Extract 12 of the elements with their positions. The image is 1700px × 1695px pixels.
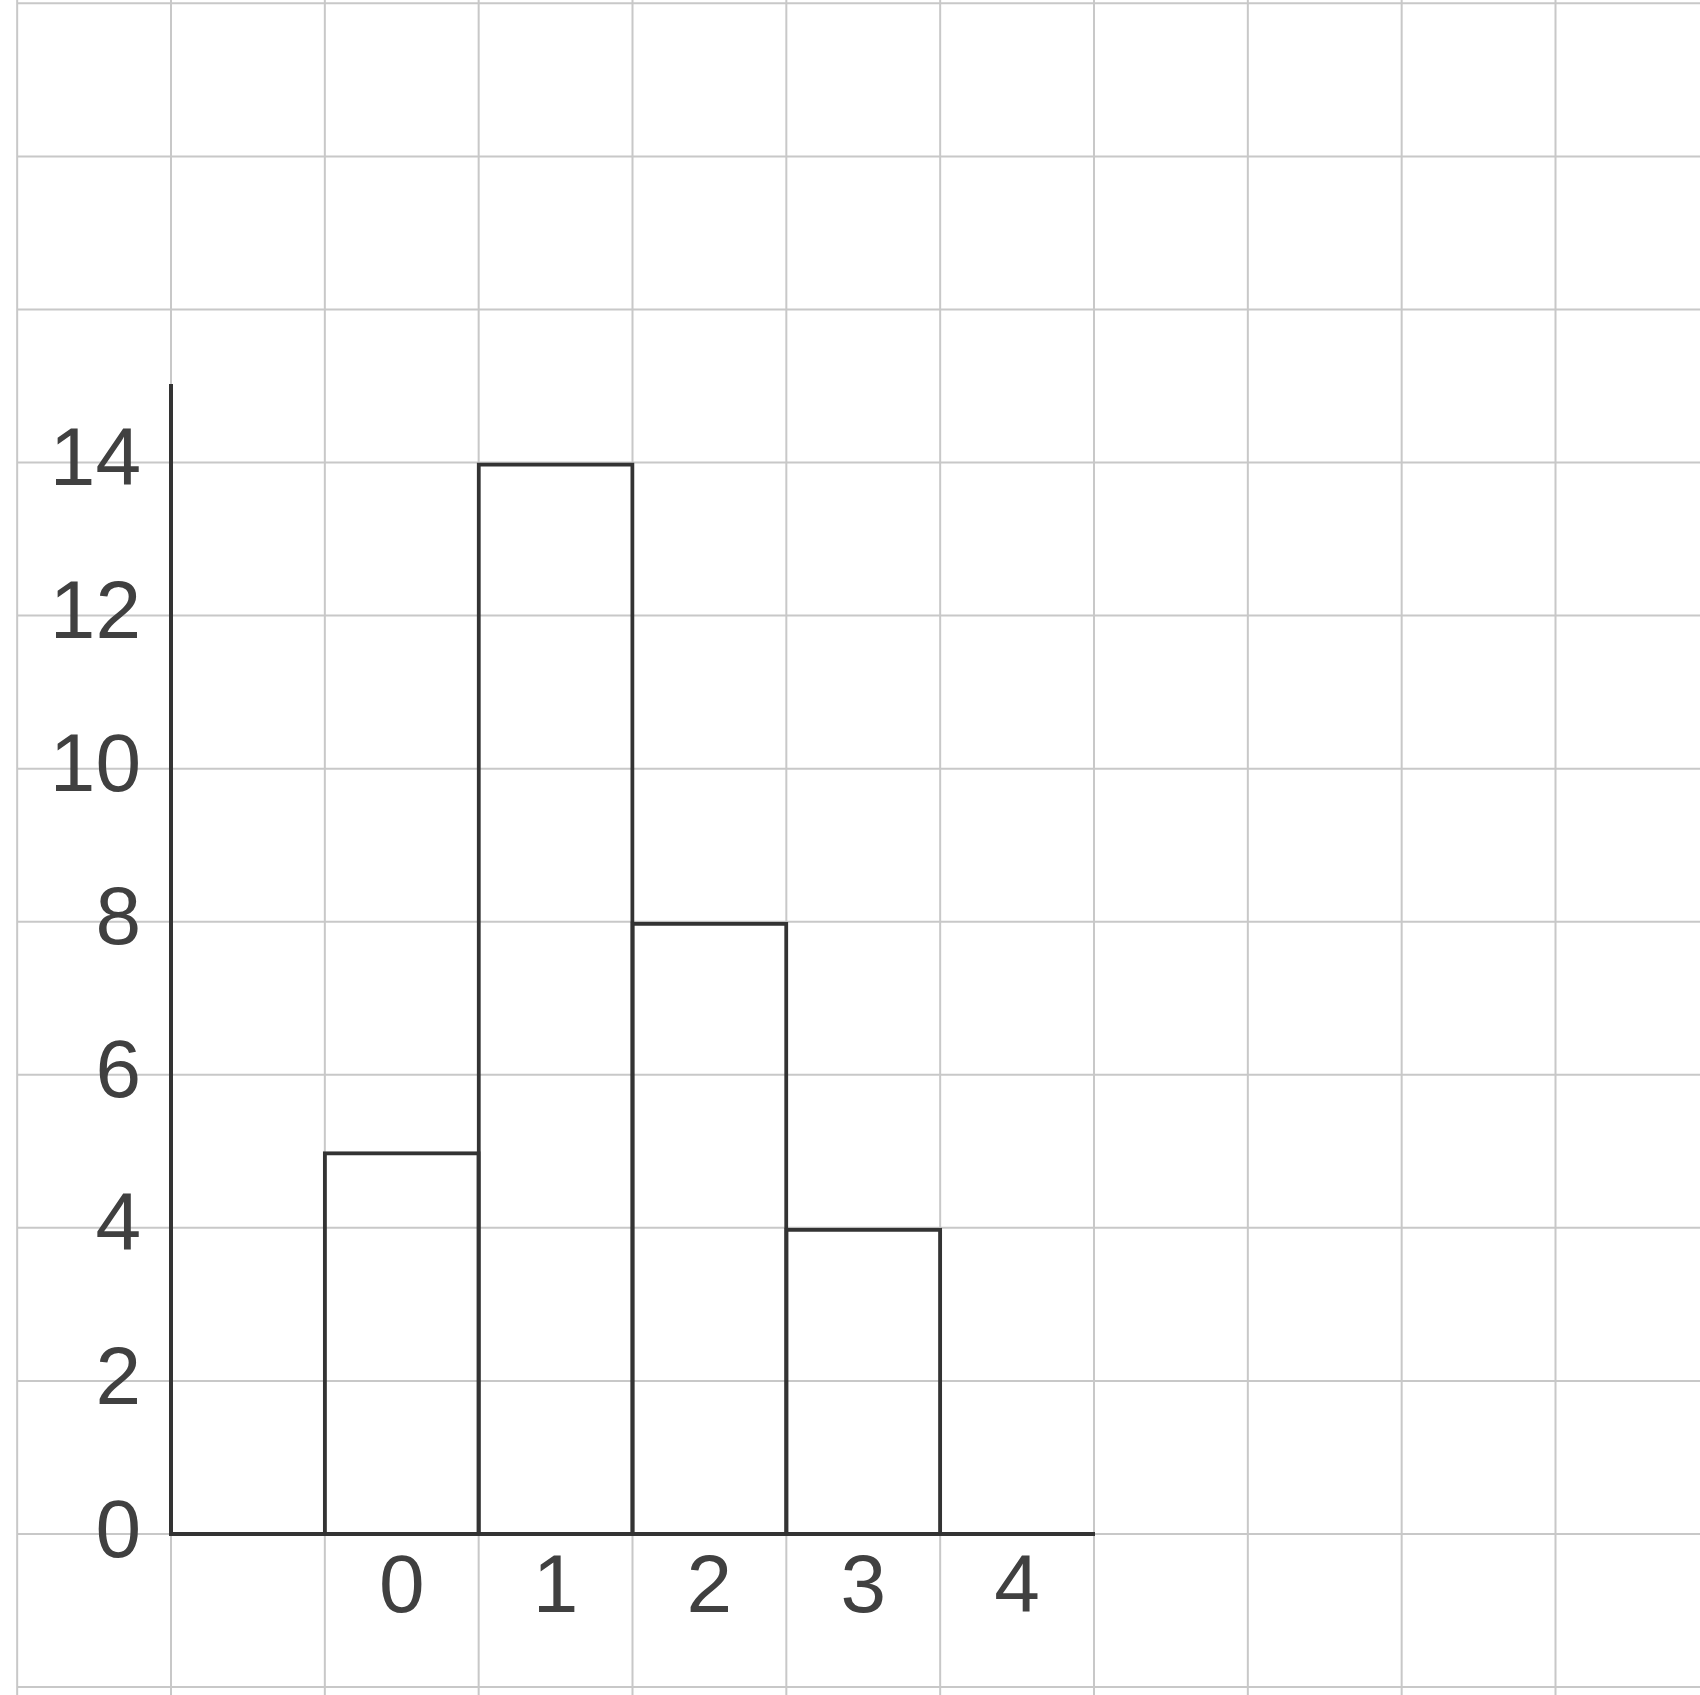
y-tick-label: 14 <box>49 411 141 503</box>
y-tick-label: 2 <box>95 1329 141 1421</box>
x-tick-label: 0 <box>378 1537 425 1629</box>
y-tick-label: 8 <box>95 870 141 962</box>
y-tick-label: 6 <box>95 1023 141 1115</box>
y-tick-label: 10 <box>49 717 141 809</box>
x-tick-label: 3 <box>840 1537 887 1629</box>
x-tick-label: 2 <box>686 1537 733 1629</box>
y-tick-label: 12 <box>49 564 141 656</box>
y-tick-label: 4 <box>95 1176 141 1268</box>
x-tick-label: 4 <box>994 1537 1040 1629</box>
x-tick-label: 1 <box>532 1537 579 1629</box>
